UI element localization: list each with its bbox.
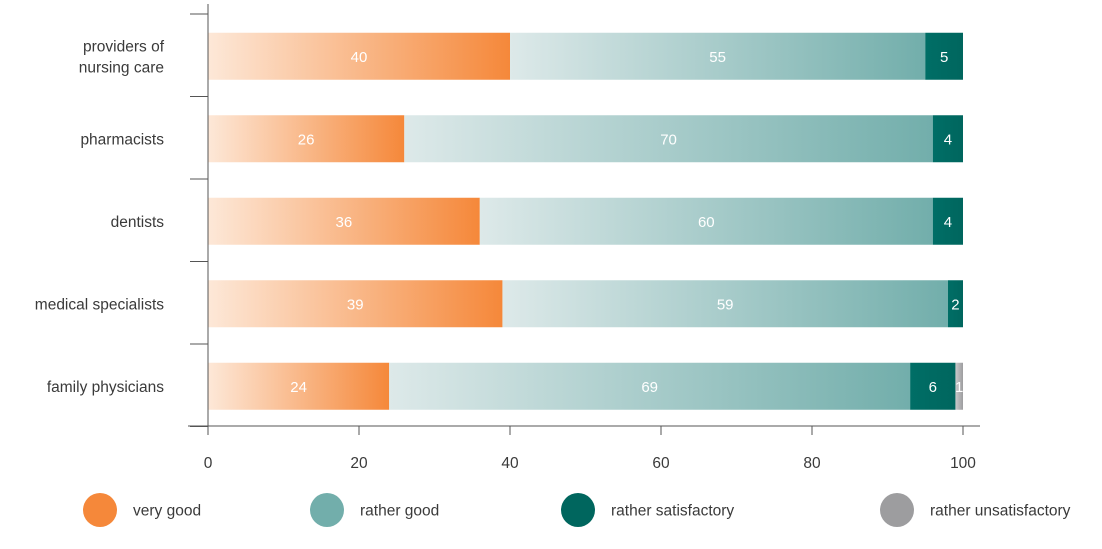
value-label-medical-specialists-rather-satisfactory: 2	[951, 296, 959, 313]
x-tick-label-80: 80	[803, 455, 821, 472]
value-label-family-physicians-rather-unsatisfactory: 1	[955, 379, 963, 396]
bar-pharmacists-very-good	[208, 115, 405, 163]
legend-swatch-rather-good	[310, 493, 344, 527]
bar-providers-of-nursing-care-rather-satisfactory	[925, 32, 963, 80]
bar-medical-specialists-rather-satisfactory	[947, 280, 963, 328]
legend: very good rather good rather satisfactory r…	[83, 493, 1071, 527]
value-label-pharmacists-very-good: 26	[298, 131, 315, 148]
category-label-dentists: dentists	[111, 214, 165, 231]
x-tick-label-60: 60	[652, 455, 670, 472]
legend-label-rather-unsatisfactory: rather unsatisfactory	[930, 503, 1071, 520]
x-tick-label-100: 100	[950, 455, 976, 472]
value-label-medical-specialists-rather-good: 59	[717, 296, 734, 313]
value-label-medical-specialists-very-good: 39	[347, 296, 364, 313]
bar-family-physicians-rather-unsatisfactory	[955, 362, 963, 410]
x-tick-label-0: 0	[204, 455, 213, 472]
legend-label-rather-good: rather good	[360, 503, 439, 520]
value-label-pharmacists-rather-good: 70	[660, 131, 677, 148]
bar-medical-specialists-rather-good	[502, 280, 948, 328]
x-tick-label-20: 20	[350, 455, 368, 472]
legend-swatch-rather-satisfactory	[561, 493, 595, 527]
value-label-family-physicians-rather-good: 69	[641, 379, 658, 396]
bar-family-physicians-rather-satisfactory	[910, 362, 956, 410]
bar-providers-of-nursing-care-rather-good	[510, 32, 926, 80]
value-label-family-physicians-rather-satisfactory: 6	[929, 379, 937, 396]
bar-providers-of-nursing-care-very-good	[208, 32, 510, 80]
category-label-pharmacists: pharmacists	[80, 131, 164, 148]
value-label-pharmacists-rather-satisfactory: 4	[944, 131, 952, 148]
value-label-dentists-very-good: 36	[336, 214, 353, 231]
axis-layer	[188, 4, 980, 435]
bar-family-physicians-very-good	[208, 362, 390, 410]
legend-swatch-rather-unsatisfactory	[880, 493, 914, 527]
x-tick-label-40: 40	[501, 455, 519, 472]
value-label-providers-of-nursing-care-rather-satisfactory: 5	[940, 49, 948, 66]
bar-dentists-rather-satisfactory	[932, 197, 963, 245]
value-label-providers-of-nursing-care-very-good: 40	[351, 49, 368, 66]
bar-pharmacists-rather-good	[404, 115, 933, 163]
legend-label-rather-satisfactory: rather satisfactory	[611, 503, 734, 520]
category-label-medical-specialists: medical specialists	[35, 296, 164, 313]
category-label-providers-of-nursing-care: providers of nursing care	[79, 38, 165, 76]
category-label-family-physicians: family physicians	[47, 379, 164, 396]
bar-family-physicians-rather-good	[389, 362, 911, 410]
bar-pharmacists-rather-satisfactory	[932, 115, 963, 163]
bar-dentists-rather-good	[479, 197, 933, 245]
bar-dentists-very-good	[208, 197, 480, 245]
value-label-family-physicians-very-good: 24	[290, 379, 307, 396]
legend-swatch-very-good	[83, 493, 117, 527]
value-label-dentists-rather-satisfactory: 4	[944, 214, 952, 231]
bars-layer	[208, 32, 963, 410]
value-label-providers-of-nursing-care-rather-good: 55	[709, 49, 726, 66]
value-label-dentists-rather-good: 60	[698, 214, 715, 231]
bar-medical-specialists-very-good	[208, 280, 503, 328]
legend-label-very-good: very good	[133, 503, 201, 520]
